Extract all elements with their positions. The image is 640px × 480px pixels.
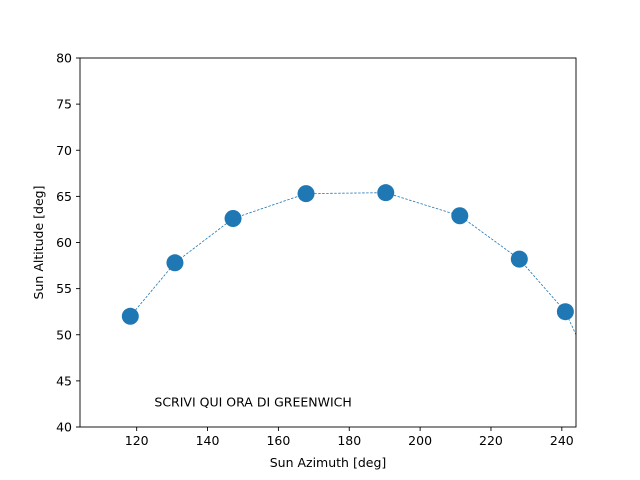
x-tick-label: 200 [408,433,432,448]
plot-area [121,184,576,336]
y-tick-label: 80 [56,51,72,66]
y-tick-label: 75 [56,97,72,112]
x-tick-label: 140 [196,433,220,448]
data-point [297,185,315,203]
data-point [377,184,395,202]
x-axis-label: Sun Azimuth [deg] [270,455,387,470]
data-point [451,207,469,225]
y-tick-label: 60 [56,235,72,250]
data-point [121,307,139,325]
data-point [166,254,184,272]
y-tick-label: 40 [56,420,72,435]
data-point [510,250,528,268]
y-tick-label: 45 [56,373,72,388]
y-tick-label: 70 [56,143,72,158]
data-point [556,303,574,321]
x-tick-label: 240 [550,433,574,448]
y-tick-label: 55 [56,281,72,296]
annotations: SCRIVI QUI ORA DI GREENWICH [154,395,351,410]
axis-ticks: 120 140 160 180 200 220 240 40 45 50 55 60 65 70 75 80 [56,51,574,449]
series-line [130,192,576,336]
x-tick-label: 120 [125,433,149,448]
annotation-text: SCRIVI QUI ORA DI GREENWICH [154,395,351,410]
data-point [224,210,242,228]
y-tick-label: 50 [56,327,72,342]
x-tick-label: 180 [337,433,361,448]
y-axis-label: Sun Altitude [deg] [31,186,46,300]
x-tick-label: 220 [479,433,503,448]
x-tick-label: 160 [266,433,290,448]
y-tick-label: 65 [56,189,72,204]
